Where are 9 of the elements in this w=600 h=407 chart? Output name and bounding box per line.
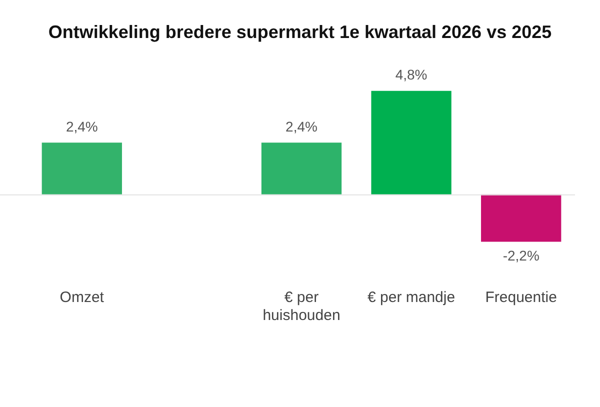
x-tick-label: € per mandje bbox=[368, 289, 456, 306]
data-label: 2,4% bbox=[286, 118, 318, 134]
x-tick-label: Omzet bbox=[60, 289, 105, 306]
data-label: 4,8% bbox=[395, 66, 428, 83]
data-label: 2,4% bbox=[66, 118, 98, 134]
chart-title: Ontwikkeling bredere supermarkt 1e kwartaal 2026 vs 2025 bbox=[47, 22, 553, 43]
x-tick-label: € per huishouden bbox=[262, 289, 340, 324]
x-tick-label: Frequentie bbox=[485, 289, 557, 306]
data-label: -2,2% bbox=[502, 248, 540, 264]
